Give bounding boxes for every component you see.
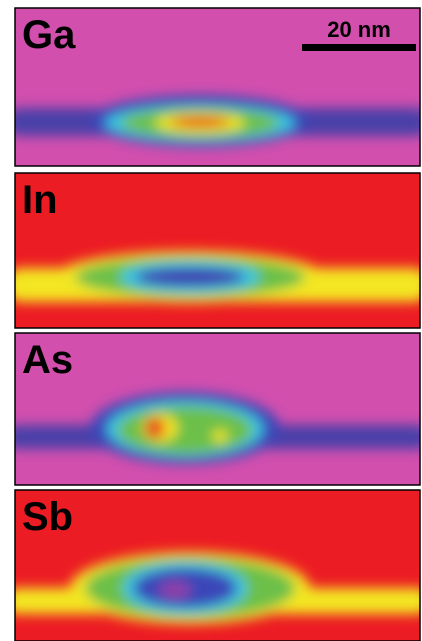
panel-as: As bbox=[5, 333, 422, 485]
scale-bar bbox=[302, 44, 416, 51]
panel-label: Sb bbox=[22, 495, 73, 539]
panel-label: Ga bbox=[22, 13, 76, 57]
panel-ga: Ga 20 nm bbox=[5, 8, 422, 166]
figure: Ga 20 nm In As Sb bbox=[0, 0, 422, 641]
panel-label: In bbox=[22, 178, 58, 222]
panel-label: As bbox=[22, 338, 73, 382]
scale-bar-label: 20 nm bbox=[327, 17, 391, 42]
panel-sb: Sb bbox=[5, 490, 422, 641]
panel-in: In bbox=[5, 173, 422, 328]
